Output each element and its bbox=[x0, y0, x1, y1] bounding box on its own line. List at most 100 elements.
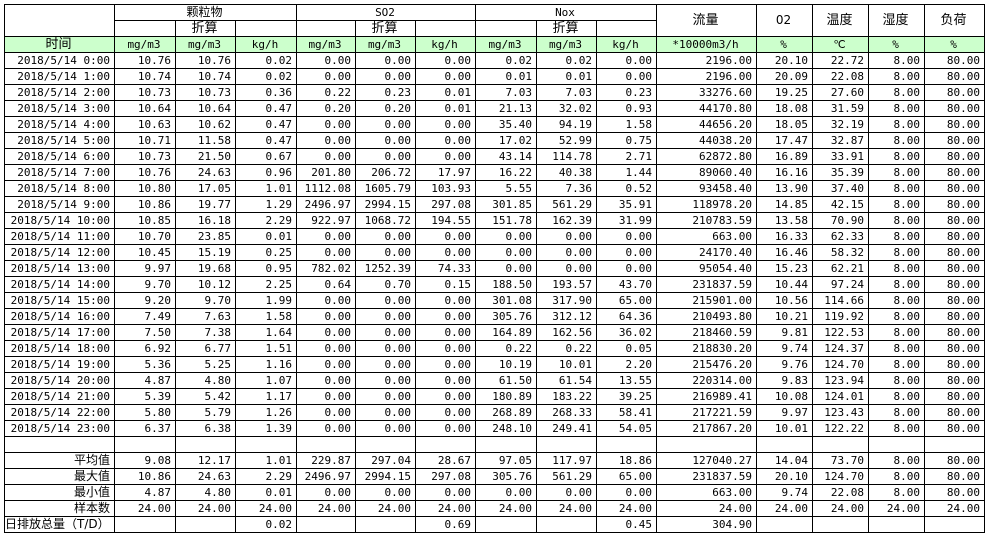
value-cell: 80.00 bbox=[924, 164, 985, 181]
value-cell bbox=[475, 516, 537, 533]
value-cell: 10.73 bbox=[114, 84, 176, 101]
value-cell: 43.14 bbox=[475, 148, 537, 165]
value-cell bbox=[812, 436, 869, 453]
value-cell: 21.50 bbox=[175, 148, 236, 165]
value-cell: 10.21 bbox=[756, 308, 813, 325]
time-cell: 2018/5/14 21:00 bbox=[4, 388, 115, 405]
value-cell: 0.05 bbox=[596, 340, 657, 357]
value-cell: 5.42 bbox=[175, 388, 236, 405]
value-cell: 24.00 bbox=[596, 500, 657, 517]
time-cell: 2018/5/14 13:00 bbox=[4, 260, 115, 277]
value-cell: 10.64 bbox=[175, 100, 236, 117]
value-cell: 10.76 bbox=[114, 52, 176, 69]
value-cell: 10.44 bbox=[756, 276, 813, 293]
value-cell bbox=[756, 436, 813, 453]
value-cell: 0.00 bbox=[355, 484, 416, 501]
value-cell: 124.70 bbox=[812, 468, 869, 485]
value-cell bbox=[114, 436, 176, 453]
value-cell: 8.00 bbox=[868, 372, 925, 389]
value-cell: 1.29 bbox=[235, 196, 297, 213]
table-row: 2018/5/14 23:00 6.37 6.38 1.39 0.00 0.00 0.00 2… bbox=[4, 420, 985, 437]
value-cell: 0.00 bbox=[296, 132, 356, 149]
value-cell bbox=[355, 516, 416, 533]
value-cell: 0.00 bbox=[296, 68, 356, 85]
value-cell: 304.90 bbox=[656, 516, 757, 533]
value-cell: 561.29 bbox=[536, 196, 597, 213]
value-cell: 124.01 bbox=[812, 388, 869, 405]
value-cell: 6.37 bbox=[114, 420, 176, 437]
value-cell: 0.00 bbox=[296, 404, 356, 421]
time-cell: 2018/5/14 8:00 bbox=[4, 180, 115, 197]
value-cell: 80.00 bbox=[924, 212, 985, 229]
value-cell: 10.19 bbox=[475, 356, 537, 373]
value-cell: 7.36 bbox=[536, 180, 597, 197]
value-cell: 0.02 bbox=[235, 516, 297, 533]
value-cell: 8.00 bbox=[868, 52, 925, 69]
table-row: 2018/5/14 2:00 10.73 10.73 0.36 0.22 0.23 0.01… bbox=[4, 84, 985, 101]
value-cell: 80.00 bbox=[924, 372, 985, 389]
value-cell: 0.64 bbox=[296, 276, 356, 293]
value-cell: 8.00 bbox=[868, 260, 925, 277]
value-cell: 216989.41 bbox=[656, 388, 757, 405]
value-cell: 123.94 bbox=[812, 372, 869, 389]
total-row: 日排放总量（T/D） 0.02 0.69 0.45 304.90 bbox=[4, 516, 985, 533]
value-cell: 17.47 bbox=[756, 132, 813, 149]
value-cell: 215901.00 bbox=[656, 292, 757, 309]
value-cell: 80.00 bbox=[924, 468, 985, 485]
value-cell: 10.62 bbox=[175, 116, 236, 133]
value-cell: 0.20 bbox=[355, 100, 416, 117]
value-cell: 0.00 bbox=[355, 388, 416, 405]
value-cell: 10.73 bbox=[114, 148, 176, 165]
value-cell: 8.00 bbox=[868, 308, 925, 325]
value-cell bbox=[756, 516, 813, 533]
unit-cell: mg/m3 bbox=[355, 36, 416, 53]
value-cell: 10.86 bbox=[114, 196, 176, 213]
value-cell bbox=[536, 516, 597, 533]
value-cell: 61.50 bbox=[475, 372, 537, 389]
value-cell: 0.01 bbox=[235, 484, 297, 501]
value-cell: 0.00 bbox=[355, 52, 416, 69]
header-row-groups: 颗粒物 SO2 Nox 流量 02 温度 湿度 负荷 bbox=[4, 4, 985, 37]
value-cell: 24.00 bbox=[296, 500, 356, 517]
value-cell: 62872.80 bbox=[656, 148, 757, 165]
value-cell: 206.72 bbox=[355, 164, 416, 181]
value-cell: 2994.15 bbox=[355, 468, 416, 485]
value-cell: 0.00 bbox=[296, 148, 356, 165]
value-cell: 0.52 bbox=[596, 180, 657, 197]
time-cell: 2018/5/14 20:00 bbox=[4, 372, 115, 389]
value-cell: 80.00 bbox=[924, 116, 985, 133]
value-cell: 80.00 bbox=[924, 260, 985, 277]
value-cell: 1112.08 bbox=[296, 180, 356, 197]
table-row: 2018/5/14 10:00 10.85 16.18 2.29 922.97 1068.… bbox=[4, 212, 985, 229]
value-cell: 24.00 bbox=[355, 500, 416, 517]
value-cell: 0.93 bbox=[596, 100, 657, 117]
value-cell: 0.00 bbox=[415, 308, 476, 325]
value-cell bbox=[868, 436, 925, 453]
value-cell: 1.17 bbox=[235, 388, 297, 405]
value-cell: 1.51 bbox=[235, 340, 297, 357]
value-cell: 24.00 bbox=[868, 500, 925, 517]
value-cell: 80.00 bbox=[924, 420, 985, 437]
value-cell: 117.97 bbox=[536, 452, 597, 469]
value-cell: 0.00 bbox=[596, 228, 657, 245]
value-cell: 80.00 bbox=[924, 276, 985, 293]
value-cell: 80.00 bbox=[924, 244, 985, 261]
value-cell: 10.73 bbox=[175, 84, 236, 101]
value-cell: 164.89 bbox=[475, 324, 537, 341]
value-cell: 8.00 bbox=[868, 228, 925, 245]
value-cell: 16.16 bbox=[756, 164, 813, 181]
value-cell: 0.47 bbox=[235, 100, 297, 117]
value-cell: 0.02 bbox=[475, 52, 537, 69]
time-cell: 2018/5/14 11:00 bbox=[4, 228, 115, 245]
value-cell: 218460.59 bbox=[656, 324, 757, 341]
value-cell bbox=[175, 436, 236, 453]
value-cell: 8.00 bbox=[868, 84, 925, 101]
value-cell: 22.08 bbox=[812, 68, 869, 85]
value-cell bbox=[175, 516, 236, 533]
value-cell: 7.50 bbox=[114, 324, 176, 341]
value-cell bbox=[415, 436, 476, 453]
value-cell: 0.00 bbox=[296, 340, 356, 357]
value-cell: 80.00 bbox=[924, 324, 985, 341]
value-cell: 0.00 bbox=[296, 308, 356, 325]
time-cell: 2018/5/14 22:00 bbox=[4, 404, 115, 421]
